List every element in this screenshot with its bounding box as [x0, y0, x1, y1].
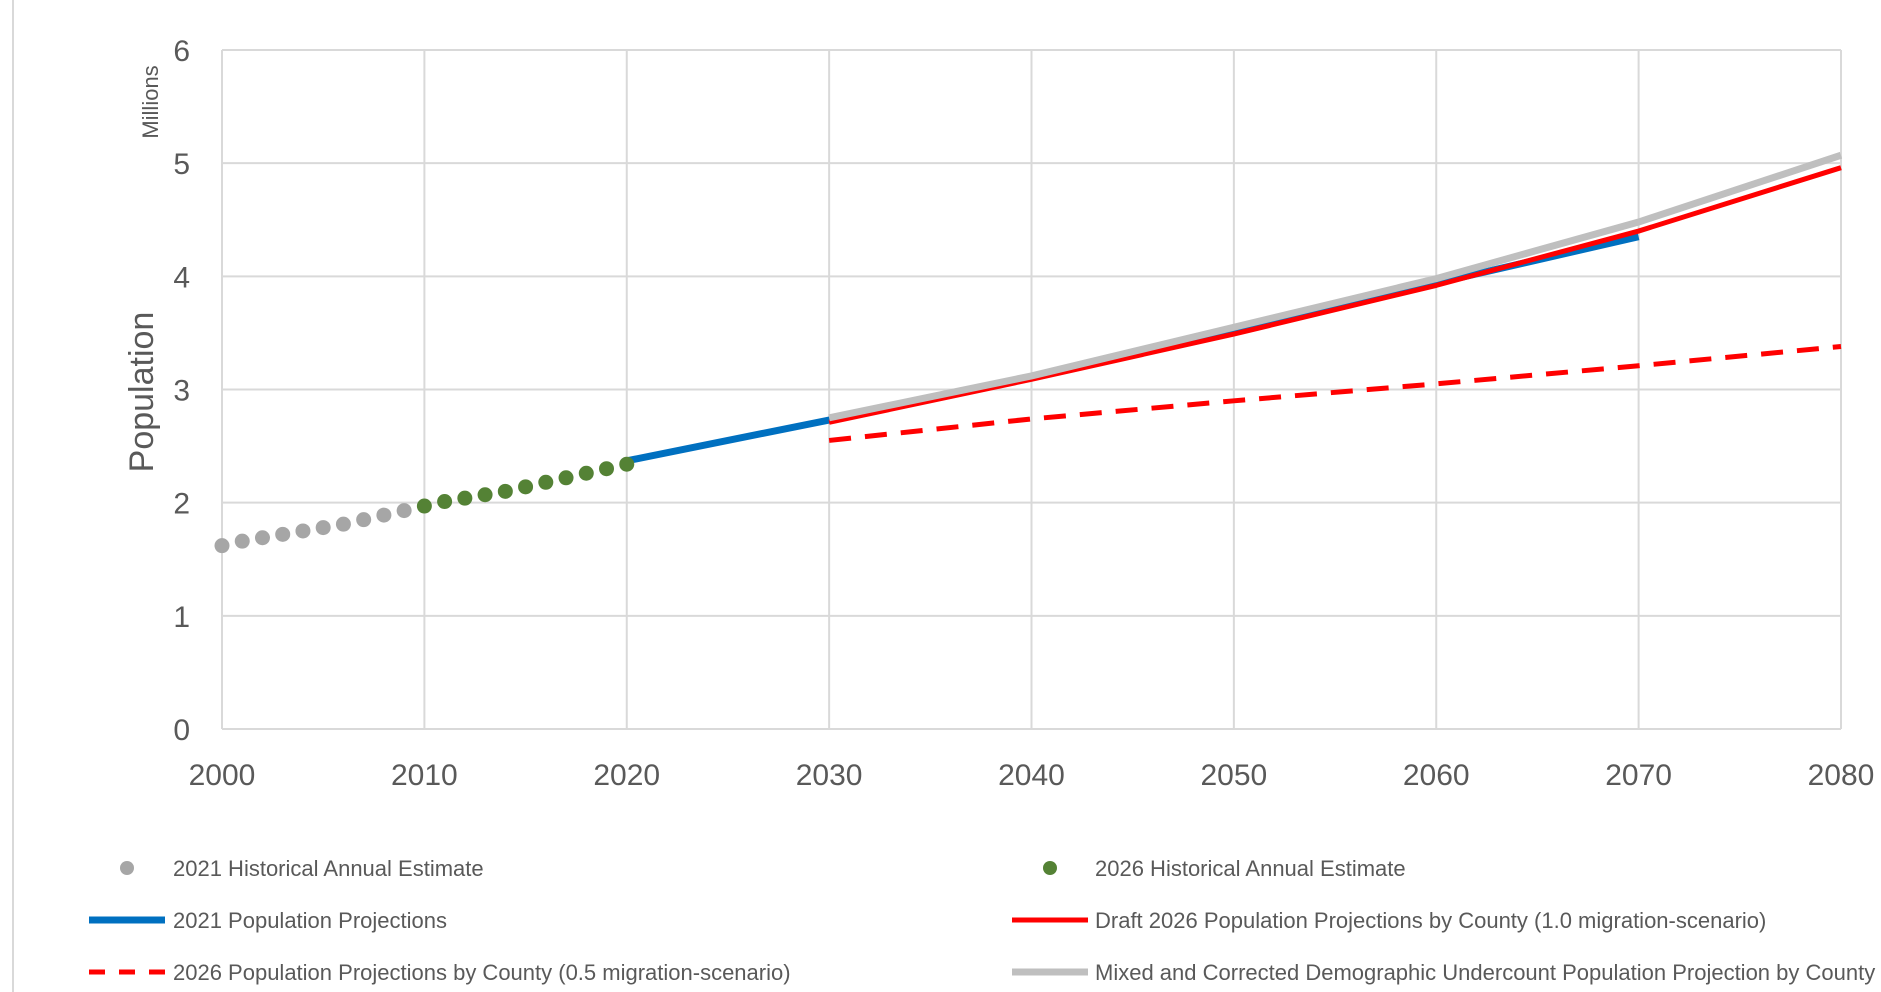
y-tick-label: 5	[173, 148, 190, 181]
x-tick-label: 2030	[796, 759, 863, 792]
series-4	[828, 344, 1842, 443]
y-tick-label: 3	[173, 375, 190, 408]
legend-marker	[120, 861, 134, 875]
legend-entry: Mixed and Corrected Demographic Undercou…	[1012, 960, 1875, 985]
y-tick-label: 6	[173, 35, 190, 68]
gridlines	[12, 0, 1842, 992]
legend-label: 2021 Historical Annual Estimate	[173, 856, 484, 881]
x-tick-label: 2070	[1605, 759, 1672, 792]
data-point	[416, 498, 432, 514]
data-point	[518, 479, 534, 495]
legend-entry: 2021 Historical Annual Estimate	[120, 856, 484, 881]
data-point	[376, 507, 392, 523]
legend-entry: Draft 2026 Population Projections by Cou…	[1012, 908, 1766, 933]
legend: 2021 Historical Annual Estimate 2026 Hist…	[89, 856, 1875, 985]
legend-marker	[1043, 861, 1057, 875]
x-tick-label: 2080	[1808, 759, 1875, 792]
y-tick-label: 1	[173, 601, 190, 634]
series-3	[828, 165, 1842, 425]
series-0	[214, 503, 412, 554]
y-axis-title: Population	[123, 312, 161, 473]
y-tick-label: 4	[173, 261, 190, 294]
data-point	[254, 530, 270, 546]
data-point	[275, 526, 291, 542]
x-tick-label: 2010	[391, 759, 458, 792]
data-point	[396, 503, 412, 519]
x-tick-label: 2040	[998, 759, 1065, 792]
legend-entry: 2026 Population Projections by County (0…	[89, 960, 791, 985]
series-layer	[214, 151, 1843, 554]
series-1	[416, 456, 635, 514]
data-point	[335, 516, 351, 532]
data-point	[578, 465, 594, 481]
y-tick-label: 2	[173, 488, 190, 521]
y-axis-units: Millions	[138, 65, 163, 138]
data-point	[558, 470, 574, 486]
series-line	[828, 165, 1842, 425]
data-point	[356, 512, 372, 528]
data-point	[214, 538, 230, 554]
data-point	[437, 494, 453, 510]
x-tick-label: 2060	[1403, 759, 1470, 792]
legend-label: 2026 Historical Annual Estimate	[1095, 856, 1406, 881]
y-axis-ticks: 0 1 2 3 4 5 6	[173, 35, 190, 747]
data-point	[599, 461, 615, 477]
data-point	[497, 483, 513, 499]
series-line	[828, 344, 1842, 443]
x-tick-label: 2050	[1201, 759, 1268, 792]
series-line	[828, 151, 1843, 422]
x-axis-ticks: 2000 2010 2020 2030 2040 2050 2060 2070 2080	[189, 759, 1875, 792]
x-tick-label: 2000	[189, 759, 256, 792]
data-point	[477, 487, 493, 503]
legend-label: Draft 2026 Population Projections by Cou…	[1095, 908, 1766, 933]
data-point	[315, 520, 331, 536]
legend-entry: 2021 Population Projections	[89, 908, 447, 933]
data-point	[619, 456, 635, 472]
x-tick-label: 2020	[593, 759, 660, 792]
legend-entry: 2026 Historical Annual Estimate	[1043, 856, 1406, 881]
legend-label: 2021 Population Projections	[173, 908, 447, 933]
y-tick-label: 0	[173, 714, 190, 747]
data-point	[538, 474, 554, 490]
legend-label: Mixed and Corrected Demographic Undercou…	[1095, 960, 1875, 985]
legend-label: 2026 Population Projections by County (0…	[173, 960, 791, 985]
data-point	[295, 523, 311, 539]
data-point	[234, 533, 250, 549]
series-5	[828, 151, 1843, 422]
data-point	[457, 490, 473, 506]
